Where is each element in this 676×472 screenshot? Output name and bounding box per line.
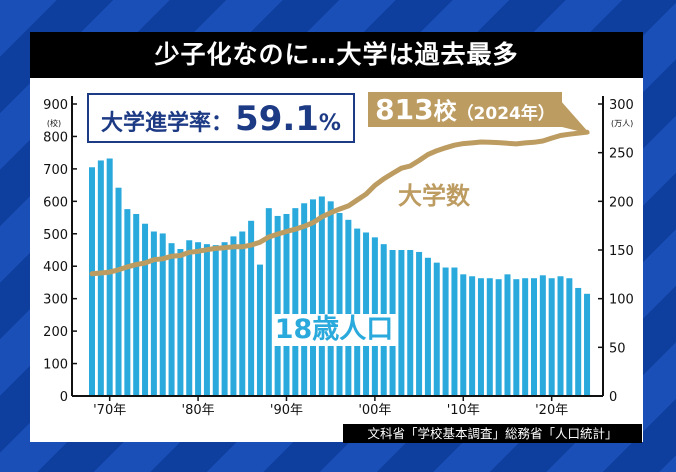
bar-1994 [318,196,325,396]
right-axis-unit: (万人) [611,119,633,128]
enrollment-rate-unit: % [318,111,341,136]
bar-1989 [274,215,281,396]
bar-1998 [354,228,361,396]
bar-1973 [133,213,140,396]
left-tick-label: 700 [43,163,68,178]
source-caption: 文科省「学校基本調査」総務省「人口統計」 [343,424,642,443]
callout-count: 813 [375,93,434,126]
enrollment-rate-label: 大学進学率： [101,111,234,136]
callout-year: （2024年） [456,104,555,124]
bar-1981 [203,244,210,396]
bar-1972 [124,209,131,396]
bar-1976 [159,233,166,396]
bar-1991 [292,208,299,396]
bar-1970 [106,158,113,396]
university-count-callout: 813 校 （2024年） [368,92,562,127]
bar-1997 [345,219,352,396]
left-axis-unit: (校) [47,118,61,128]
left-tick-label: 500 [43,228,68,243]
bar-1984 [230,236,237,396]
bar-1996 [336,213,343,396]
x-tick-label: '90年 [270,403,303,418]
right-tick-label: 50 [609,341,626,356]
callout-unit: 校 [433,99,457,125]
left-tick-label: 200 [43,325,68,340]
bar-2011 [469,276,476,396]
bar-2021 [557,276,564,396]
series-label-universities: 大学数 [398,182,470,210]
bar-2007 [433,262,440,396]
bar-1978 [177,249,184,396]
university-count-line [89,129,590,277]
bar-2020 [548,278,555,396]
bar-1980 [195,242,202,396]
right-tick-label: 0 [609,390,617,405]
bar-2022 [566,278,573,396]
bar-1995 [327,201,334,396]
right-tick-label: 300 [609,98,634,113]
left-tick-label: 600 [43,195,68,210]
right-tick-label: 250 [609,147,634,162]
x-tick-label: '80年 [182,403,215,418]
bar-2003 [398,250,405,396]
x-tick-label: '70年 [93,403,126,418]
bar-2018 [531,278,537,396]
bar-1986 [248,220,255,396]
enrollment-rate-box: 大学進学率： 59.1 % [87,93,355,143]
bar-2013 [486,278,493,396]
bar-2017 [522,278,529,396]
x-tick-label: '10年 [447,403,480,418]
bar-1988 [265,208,272,396]
bar-1977 [168,243,175,396]
bar-2016 [513,279,520,396]
right-tick-label: 100 [609,293,634,308]
left-tick-label: 400 [43,260,68,275]
left-tick-label: 300 [43,293,68,308]
right-tick-label: 200 [609,195,634,210]
bar-1975 [150,231,157,396]
bar-2023 [575,287,582,396]
bar-2014 [495,279,502,396]
enrollment-rate-value: 59.1 [235,99,319,139]
series-label-population: 18歳人口 [272,314,396,346]
bar-1982 [212,245,219,396]
bar-2008 [442,267,449,396]
bar-1985 [239,231,246,396]
bar-1983 [221,242,228,396]
bar-2015 [504,274,511,396]
bar-2005 [416,251,423,396]
bar-1974 [142,223,149,396]
bar-2010 [460,274,467,396]
bar-1968 [89,167,95,396]
x-tick-label: '00年 [358,403,391,418]
bar-1987 [256,264,263,396]
bar-1992 [301,203,308,396]
bar-2012 [477,278,484,396]
bar-1990 [283,213,290,396]
bar-1979 [186,240,193,396]
right-tick-label: 150 [609,244,634,259]
left-tick-label: 900 [43,98,68,113]
bar-1993 [310,199,316,396]
bar-1971 [115,187,122,396]
bar-2004 [407,250,414,396]
x-tick-label: '20年 [535,403,568,418]
chart-title: 少子化なのに…大学は過去最多 [30,32,643,78]
left-tick-label: 100 [43,358,68,373]
bar-2019 [539,275,546,396]
bar-1969 [97,160,104,396]
bar-2024 [584,293,591,396]
bar-2006 [424,257,431,396]
left-tick-label: 800 [43,130,68,145]
bar-2009 [451,267,458,396]
left-tick-label: 0 [60,390,68,405]
